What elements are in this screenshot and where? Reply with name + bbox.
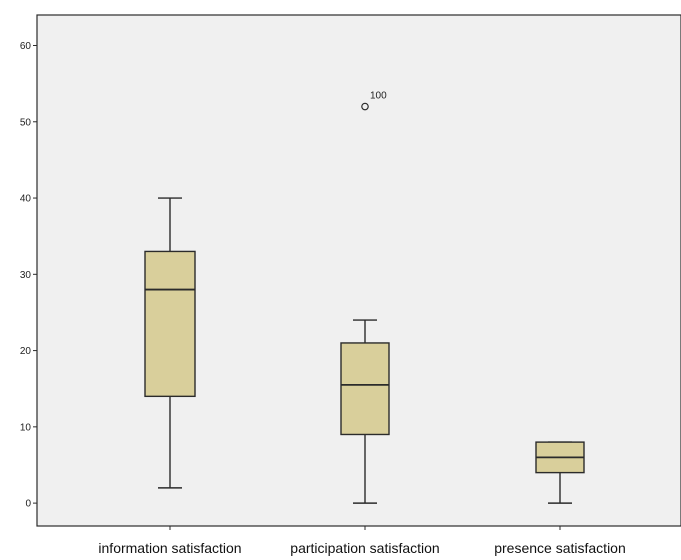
x-category-label: participation satisfaction — [290, 540, 439, 556]
box-1 — [144, 197, 196, 530]
y-tick-label: 10 — [20, 422, 32, 433]
x-category-label: presence satisfaction — [494, 540, 626, 556]
boxes-group: 100 — [144, 91, 585, 530]
x-category-label: information satisfaction — [98, 540, 241, 556]
y-tick-label: 30 — [20, 270, 32, 281]
y-tick-label: 50 — [20, 117, 32, 128]
y-tick-label: 60 — [20, 41, 32, 52]
iqr-box — [340, 342, 390, 436]
y-tick-label: 20 — [20, 346, 32, 357]
y-tick-label: 0 — [25, 499, 31, 510]
iqr-box — [144, 250, 196, 398]
outlier-point — [361, 102, 369, 111]
box-2: 100 — [340, 91, 390, 530]
y-tick-label: 40 — [20, 194, 32, 205]
outlier-label: 100 — [370, 91, 387, 102]
y-axis: 0 10 20 30 40 50 60 — [20, 41, 37, 510]
x-axis-labels: information satisfaction participation sa… — [98, 540, 625, 556]
box-3 — [535, 441, 585, 530]
